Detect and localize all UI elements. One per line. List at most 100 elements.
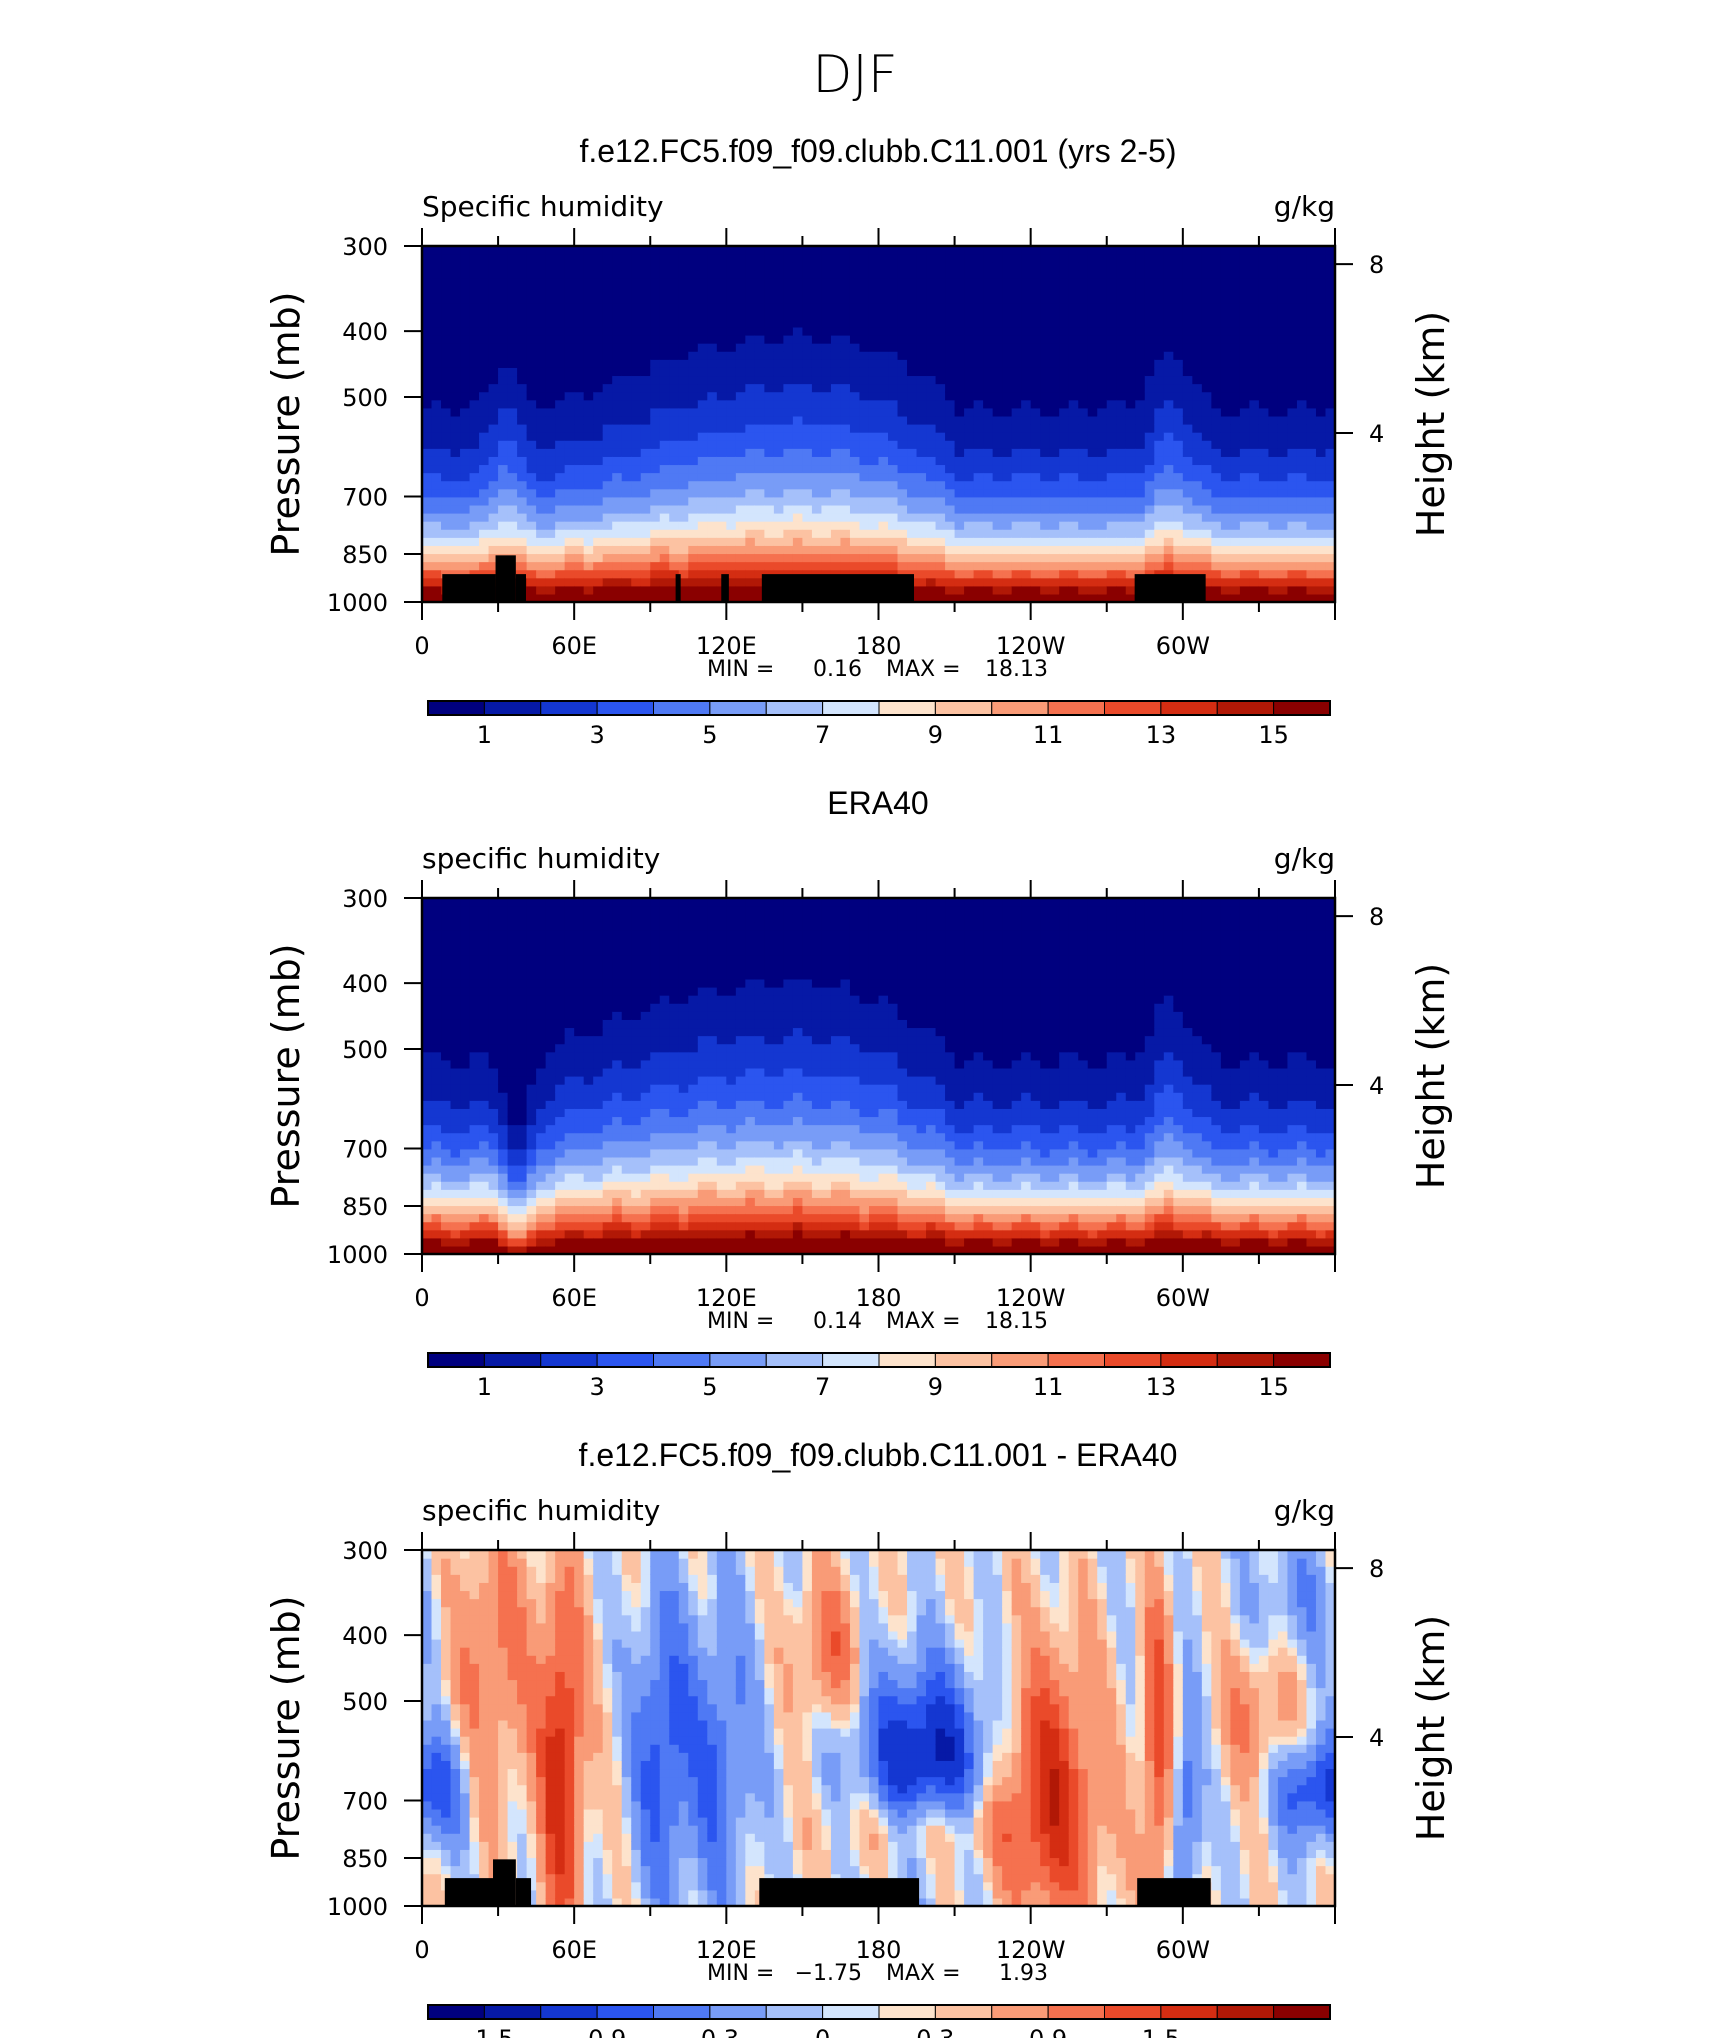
heatmap-cell [1040,270,1051,279]
heatmap-cell [536,1205,547,1215]
heatmap-cell [1306,326,1317,336]
heatmap-cell [1249,537,1260,546]
heatmap-cell [1201,399,1212,409]
heatmap-cell [707,569,718,579]
heatmap-cell [450,1245,461,1255]
heatmap-cell [1325,351,1336,360]
heatmap-cell [897,318,908,328]
heatmap-cell [612,561,623,571]
heatmap-cell [659,472,670,482]
heatmap-cell [1087,432,1098,441]
heatmap-cell [678,326,689,336]
heatmap-cell [1306,335,1317,344]
heatmap-cell [479,359,490,368]
heatmap-cell [849,326,861,336]
heatmap-cell [1296,335,1308,344]
heatmap-cell [536,529,547,538]
heatmap-cell [1211,351,1222,360]
heatmap-cell [441,954,452,964]
heatmap-cell [811,294,823,304]
heatmap-cell [783,407,794,417]
heatmap-cell [431,954,442,964]
heatmap-cell [431,432,442,441]
heatmap-cell [564,440,575,449]
heatmap-cell [1059,448,1070,457]
heatmap-cell [1182,294,1193,304]
heatmap-cell [1211,440,1222,449]
heatmap-cell [488,1035,499,1045]
heatmap-cell [1201,254,1212,263]
heatmap-cell [849,262,861,271]
heatmap-cell [1296,399,1308,409]
heatmap-cell [1154,480,1165,490]
heatmap-cell [621,294,632,304]
heatmap-cell [697,456,708,466]
heatmap-cell [1087,456,1098,466]
heatmap-cell [954,359,965,368]
heatmap-cell [536,1051,547,1061]
heatmap-cell [1097,254,1108,263]
heatmap-cell [716,513,727,522]
heatmap-cell [754,318,765,328]
heatmap-cell [488,1221,499,1231]
heatmap-cell [479,1148,490,1158]
heatmap-cell [764,480,775,490]
heatmap-cell [1078,375,1089,385]
heatmap-cell [631,294,642,304]
heatmap-cell [1106,351,1117,360]
heatmap-cell [1277,521,1289,530]
heatmap-cell [422,946,433,956]
heatmap-cell [669,415,680,425]
heatmap-cell [1268,561,1279,571]
heatmap-cell [545,1148,556,1158]
heatmap-cell [697,367,708,377]
heatmap-cell [431,1011,442,1020]
heatmap-cell [1192,270,1203,279]
heatmap-cell [469,529,480,538]
heatmap-cell [1021,504,1032,514]
heatmap-cell [422,954,433,964]
heatmap-cell [469,496,480,506]
heatmap-cell [830,270,842,279]
heatmap-cell [945,359,956,368]
heatmap-cell [840,246,851,255]
heatmap-cell [821,270,832,279]
heatmap-cell [431,962,442,972]
heatmap-cell [1239,391,1251,401]
heatmap-cell [1097,294,1108,304]
heatmap-cell [450,399,461,409]
heatmap-cell [545,456,556,466]
heatmap-cell [1239,367,1251,377]
heatmap-cell [498,1140,509,1150]
heatmap-cell [1296,367,1308,377]
heatmap-cell [849,432,861,441]
heatmap-cell [479,1051,490,1061]
heatmap-cell [441,415,452,425]
heatmap-cell [716,407,727,417]
heatmap-cell [574,326,585,336]
heatmap-cell [707,488,718,498]
heatmap-cell [1287,424,1298,433]
heatmap-cell [1268,254,1279,263]
heatmap-cell [973,326,984,336]
heatmap-cell [735,286,746,296]
heatmap-cell [536,1059,547,1069]
heatmap-cell [897,262,908,271]
heatmap-cell [1116,585,1127,595]
heatmap-cell [745,326,756,336]
heatmap-cell [811,415,823,425]
heatmap-cell [811,424,823,433]
heatmap-cell [460,294,471,304]
heatmap-cell [1011,561,1022,571]
heatmap-cell [821,569,832,579]
heatmap-cell [640,448,651,457]
heatmap-cell [926,432,937,441]
heatmap-cell [868,529,880,538]
heatmap-cell [507,1108,518,1118]
heatmap-cell [422,906,433,915]
heatmap-cell [612,545,623,555]
heatmap-cell [612,383,623,393]
heatmap-cell [1154,391,1165,401]
heatmap-cell [1277,415,1289,425]
heatmap-cell [583,254,594,263]
